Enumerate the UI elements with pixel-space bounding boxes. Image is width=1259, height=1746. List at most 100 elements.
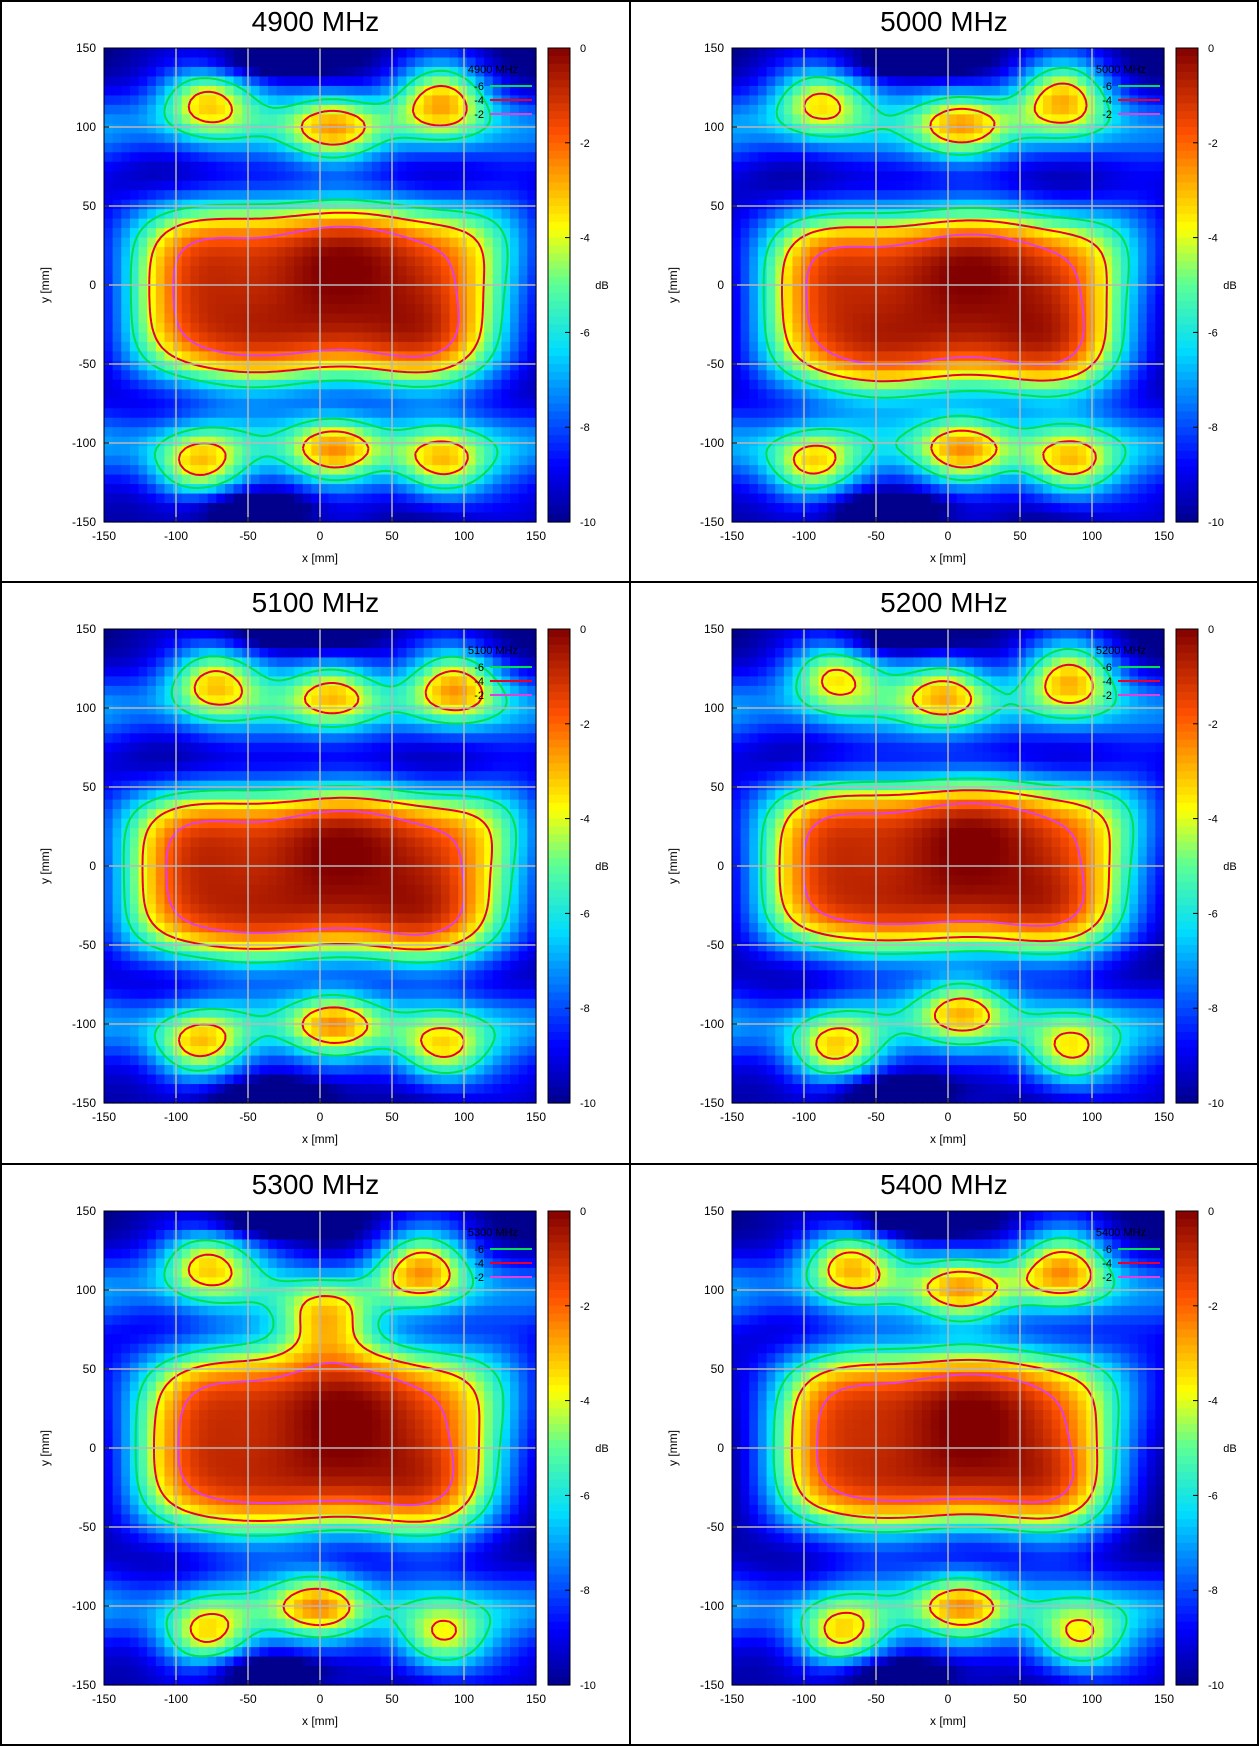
heatmap-cell xyxy=(104,351,113,361)
heatmap-cell xyxy=(965,48,974,58)
heatmap-cell xyxy=(1060,86,1069,96)
heatmap-cell xyxy=(311,446,320,456)
colorbar-segment xyxy=(548,198,570,207)
heatmap-cell xyxy=(398,190,407,200)
heatmap-cell xyxy=(879,181,888,191)
heatmap-cell xyxy=(208,427,217,437)
heatmap-cell xyxy=(268,238,277,248)
heatmap-cell xyxy=(939,484,948,494)
heatmap-cell xyxy=(1034,313,1043,323)
heatmap-cell xyxy=(1008,332,1017,342)
heatmap-cell xyxy=(818,285,827,295)
heatmap-cell xyxy=(519,162,528,172)
heatmap-cell xyxy=(931,323,940,333)
heatmap-cell xyxy=(749,76,758,86)
heatmap-cell xyxy=(931,67,940,77)
heatmap-cell xyxy=(965,313,974,323)
heatmap-cell xyxy=(113,494,122,504)
heatmap-cell xyxy=(164,143,173,153)
heatmap-cell xyxy=(870,257,879,267)
heatmap-cell xyxy=(1017,114,1026,124)
heatmap-cell xyxy=(346,266,355,276)
heatmap-cell xyxy=(527,67,536,77)
heatmap-cell xyxy=(208,181,217,191)
heatmap-cell xyxy=(234,437,243,447)
heatmap-cell xyxy=(234,503,243,513)
heatmap-cell xyxy=(311,48,320,58)
heatmap-cell xyxy=(836,143,845,153)
heatmap-cell xyxy=(775,427,784,437)
heatmap-cell xyxy=(104,503,113,513)
heatmap-cell xyxy=(1112,408,1121,418)
colorbar-segment xyxy=(548,419,570,428)
heatmap-cell xyxy=(294,437,303,447)
heatmap-cell xyxy=(406,67,415,77)
heatmap-cell xyxy=(294,152,303,162)
heatmap-cell xyxy=(948,342,957,352)
heatmap-cell xyxy=(758,399,767,409)
heatmap-cell xyxy=(519,370,528,380)
heatmap-cell xyxy=(741,294,750,304)
heatmap-cell xyxy=(818,408,827,418)
heatmap-cell xyxy=(363,86,372,96)
heatmap-cell xyxy=(303,219,312,229)
heatmap-cell xyxy=(758,342,767,352)
heatmap-cell xyxy=(749,513,758,523)
heatmap-cell xyxy=(1008,143,1017,153)
heatmap-cell xyxy=(1008,380,1017,390)
heatmap-cell xyxy=(862,57,871,67)
heatmap-cell xyxy=(190,209,199,219)
heatmap-cell xyxy=(234,418,243,428)
heatmap-cell xyxy=(199,313,208,323)
heatmap-cell xyxy=(1026,408,1035,418)
heatmap-cell xyxy=(836,503,845,513)
heatmap-cell xyxy=(285,437,294,447)
heatmap-cell xyxy=(337,228,346,238)
heatmap-cell xyxy=(182,475,191,485)
heatmap-cell xyxy=(147,399,156,409)
heatmap-cell xyxy=(905,351,914,361)
heatmap-cell xyxy=(1017,351,1026,361)
heatmap-cell xyxy=(1060,162,1069,172)
heatmap-cell xyxy=(476,484,485,494)
heatmap-cell xyxy=(1112,304,1121,314)
heatmap-cell xyxy=(285,124,294,134)
heatmap-cell xyxy=(337,294,346,304)
heatmap-cell xyxy=(268,190,277,200)
heatmap-cell xyxy=(974,48,983,58)
heatmap-cell xyxy=(329,446,338,456)
heatmap-cell xyxy=(441,171,450,181)
heatmap-cell xyxy=(1121,370,1130,380)
heatmap-cell xyxy=(493,219,502,229)
heatmap-cell xyxy=(225,247,234,257)
heatmap-cell xyxy=(389,484,398,494)
heatmap-cell xyxy=(501,494,510,504)
heatmap-cell xyxy=(818,294,827,304)
heatmap-cell xyxy=(337,76,346,86)
heatmap-cell xyxy=(398,361,407,371)
heatmap-cell xyxy=(329,294,338,304)
heatmap-cell xyxy=(337,86,346,96)
heatmap-cell xyxy=(121,276,130,286)
heatmap-cell xyxy=(741,276,750,286)
heatmap-cell xyxy=(268,294,277,304)
heatmap-cell xyxy=(285,408,294,418)
heatmap-cell xyxy=(767,171,776,181)
heatmap-cell xyxy=(1000,446,1009,456)
heatmap-cell xyxy=(398,437,407,447)
heatmap-cell xyxy=(415,285,424,295)
heatmap-cell xyxy=(905,323,914,333)
heatmap-cell xyxy=(948,247,957,257)
heatmap-cell xyxy=(913,190,922,200)
heatmap-cell xyxy=(1104,304,1113,314)
heatmap-cell xyxy=(199,332,208,342)
heatmap-cell xyxy=(939,513,948,523)
heatmap-cell xyxy=(1104,276,1113,286)
heatmap-cell xyxy=(476,380,485,390)
heatmap-cell xyxy=(879,257,888,267)
heatmap-cell xyxy=(1095,133,1104,143)
heatmap-cell xyxy=(983,494,992,504)
heatmap-cell xyxy=(1086,257,1095,267)
heatmap-cell xyxy=(121,313,130,323)
heatmap-cell xyxy=(277,408,286,418)
